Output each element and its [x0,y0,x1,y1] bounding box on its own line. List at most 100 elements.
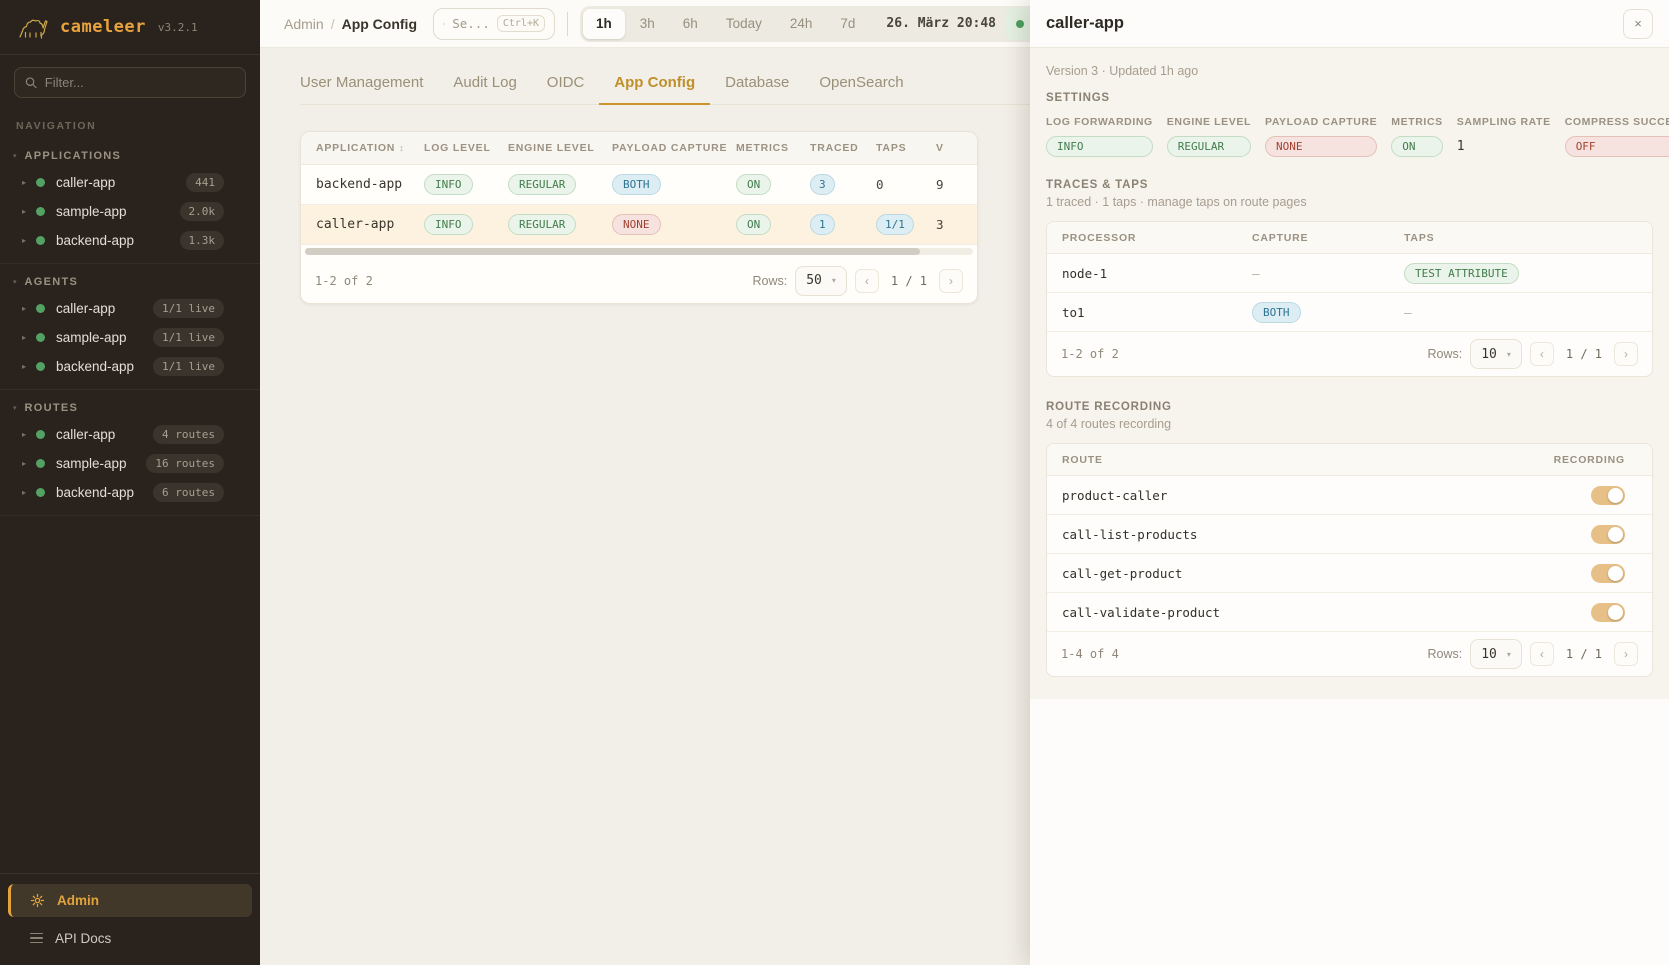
time-range-1h[interactable]: 1h [583,8,625,39]
count-badge: 2.0k [179,202,224,221]
count-badge: 441 [186,173,224,192]
green-status-dot-icon [1016,20,1024,28]
column-traced: TRACED [810,142,859,154]
panel-title: caller-app [1046,14,1124,32]
engine-level-badge: REGULAR [508,214,577,235]
sidebar-item-applications-sample-app[interactable]: ▸ sample-app 2.0k [0,197,260,226]
sidebar-item-admin[interactable]: Admin [8,884,252,917]
time-range-6h[interactable]: 6h [670,9,711,39]
expand-caret-icon: ▸ [22,178,27,187]
field-sampling-rate: SAMPLING RATE 1 [1457,116,1551,157]
group-header-applications[interactable]: ▾ APPLICATIONS [13,150,122,162]
time-range-3h[interactable]: 3h [627,9,668,39]
chevron-down-icon: ▾ [831,276,836,285]
sidebar-item-applications-backend-app[interactable]: ▸ backend-app 1.3k [0,226,260,255]
routes-badge: 6 routes [153,483,224,502]
app-logo[interactable]: cameleer v3.2.1 [0,0,260,55]
next-page-button[interactable]: › [1614,342,1638,366]
taps-row-to1[interactable]: to1 BOTH — [1047,293,1652,332]
sidebar-filter-input[interactable] [44,75,235,90]
sidebar-item-routes-sample-app[interactable]: ▸ sample-app 16 routes [0,449,260,478]
taps-header-row: PROCESSOR CAPTURE TAPS [1047,222,1652,254]
sidebar-item-agents-backend-app[interactable]: ▸ backend-app 1/1 live [0,352,260,381]
search-shortcut: Ctrl+K [496,15,545,32]
scrollbar-thumb[interactable] [305,248,920,255]
collapse-caret-icon: ▾ [13,405,17,412]
routes-table-card: ROUTE RECORDING product-caller call-list… [1046,443,1653,677]
status-dot-icon [36,178,45,187]
group-header-agents[interactable]: ▾ AGENTS [13,276,79,288]
tab-audit-log[interactable]: Audit Log [453,74,517,91]
tab-app-config[interactable]: App Config [599,64,711,105]
global-search[interactable]: Se... Ctrl+K [433,7,555,40]
column-application[interactable]: APPLICATION ↕ [316,142,405,154]
route-recording-heading: ROUTE RECORDING [1046,401,1172,413]
status-dot-icon [36,362,45,371]
field-engine-level: ENGINE LEVEL REGULAR [1166,116,1252,157]
routes-header-row: ROUTE RECORDING [1047,444,1652,476]
table-row-backend-app[interactable]: backend-app INFO REGULAR BOTH ON 3 0 9 [301,165,977,205]
v-value: 3 [936,217,944,232]
tap-badge: TEST ATTRIBUTE [1404,262,1519,284]
prev-page-button[interactable]: ‹ [854,268,879,293]
app-name: cameleer [60,17,146,37]
app-config-table-card: APPLICATION ↕ LOG LEVEL ENGINE LEVEL PAY… [300,131,978,304]
search-icon [443,22,446,25]
tab-oidc[interactable]: OIDC [546,74,585,91]
close-icon[interactable]: × [1623,8,1653,39]
detail-panel: caller-app × Version 3 · Updated 1h ago … [1030,0,1669,965]
status-dot-icon [36,236,45,245]
table-row-caller-app[interactable]: caller-app INFO REGULAR NONE ON 1 1/1 3 [301,205,977,245]
table-footer: 1-2 of 2 Rows: 50 ▾ ‹ 1 / 1 › [301,258,977,303]
horizontal-scrollbar[interactable] [305,248,973,255]
traced-badge: 3 [810,174,835,195]
rows-range: 1-2 of 2 [315,273,373,288]
sidebar-item-routes-backend-app[interactable]: ▸ backend-app 6 routes [0,478,260,507]
sidebar-item-agents-sample-app[interactable]: ▸ sample-app 1/1 live [0,323,260,352]
page-indicator: 1 / 1 [1565,647,1602,661]
breadcrumb-parent[interactable]: Admin [284,15,324,32]
search-placeholder: Se... [452,16,490,31]
v-value: 9 [936,177,944,192]
field-metrics: METRICS ON [1391,116,1443,157]
routes-badge: 4 routes [153,425,224,444]
prev-page-button[interactable]: ‹ [1529,642,1554,666]
page-indicator: 1 / 1 [890,273,927,288]
sidebar-item-agents-caller-app[interactable]: ▸ caller-app 1/1 live [0,294,260,323]
sidebar-item-applications-caller-app[interactable]: ▸ caller-app 441 [0,168,260,197]
tab-opensearch[interactable]: OpenSearch [819,74,904,91]
log-forwarding-badge: INFO [1046,136,1153,157]
rows-per-page-select[interactable]: 10 ▾ [1470,639,1522,669]
tab-user-management[interactable]: User Management [300,74,424,91]
sidebar-filter[interactable] [14,67,246,98]
capture-badge: BOTH [1252,301,1301,323]
rows-per-page-select[interactable]: 10 ▾ [1470,339,1522,369]
date-from[interactable]: 26. März 20:48 [886,16,996,31]
field-log-forwarding: LOG FORWARDING INFO [1046,116,1153,157]
recording-toggle-on[interactable] [1591,563,1625,583]
group-header-routes[interactable]: ▾ ROUTES [13,402,79,414]
collapse-caret-icon: ▾ [13,279,17,286]
time-range-24h[interactable]: 24h [777,9,826,39]
traces-heading: TRACES & TAPS [1046,179,1149,191]
next-page-button[interactable]: › [939,268,963,293]
tab-database[interactable]: Database [725,74,790,91]
sidebar-item-api-docs[interactable]: API Docs [8,923,252,953]
expand-caret-icon: ▸ [22,304,27,313]
expand-caret-icon: ▸ [22,207,27,216]
time-range-7d[interactable]: 7d [827,9,868,39]
next-page-button[interactable]: › [1614,642,1638,666]
sidebar-item-routes-caller-app[interactable]: ▸ caller-app 4 routes [0,420,260,449]
time-range-today[interactable]: Today [713,9,775,39]
prev-page-button[interactable]: ‹ [1529,342,1554,366]
rows-per-page-select[interactable]: 50 ▾ [795,265,847,296]
taps-row-node-1[interactable]: node-1 — TEST ATTRIBUTE [1047,254,1652,293]
app-version: v3.2.1 [157,20,198,34]
recording-toggle-on[interactable] [1591,524,1625,544]
expand-caret-icon: ▸ [22,362,27,371]
nav-group-agents: ▾ AGENTS ▸ caller-app 1/1 live ▸ sample-… [0,264,260,390]
engine-level-badge: REGULAR [1166,136,1252,157]
recording-toggle-on[interactable] [1591,485,1625,505]
rows-range: 1-4 of 4 [1061,647,1119,661]
recording-toggle-on[interactable] [1591,602,1625,622]
